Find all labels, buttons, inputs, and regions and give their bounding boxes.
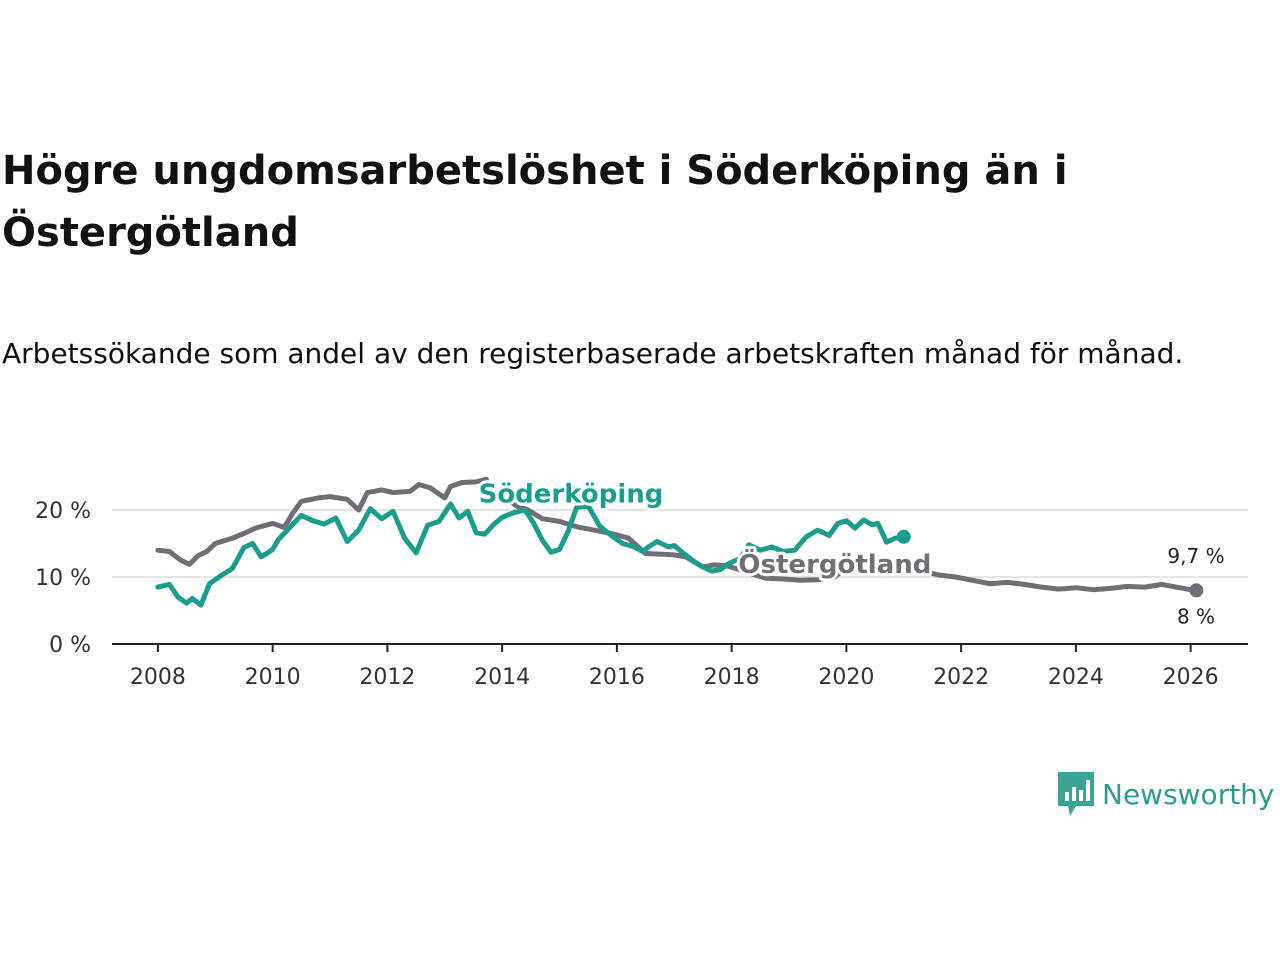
series-line--sterg-tland [155,476,1199,593]
series-end-label: 8 % [1177,604,1215,628]
x-tick-label: 2018 [704,665,760,690]
series-lines [155,476,1204,608]
x-tick-label: 2012 [359,665,415,690]
x-tick-label: 2024 [1048,665,1104,690]
series-end-label: 9,7 % [1167,544,1224,568]
brand-name: Newsworthy [1102,777,1275,811]
x-tick-label: 2022 [933,665,989,690]
x-tick-label: 2026 [1163,665,1219,690]
y-tick-label: 0 % [49,633,91,658]
x-tick-label: 2010 [245,665,301,690]
series-end-dot [896,529,911,544]
newsworthy-brand[interactable]: Newsworthy [1058,772,1275,816]
series-line-s-derk-ping [155,501,907,608]
newsworthy-logo-icon [1058,772,1094,816]
series-labels: Östergötland Söderköping 8 % 9,7 % [476,477,1227,631]
series-end-dot [1189,583,1204,598]
y-tick-label: 10 % [35,566,91,591]
chart-title: Högre ungdomsarbetslöshet i Söderköping … [2,148,1068,256]
x-axis: 2008 2010 2012 2014 2016 2018 2020 2022 2024 2026 [112,643,1248,690]
x-tick-label: 2008 [130,665,186,690]
x-tick-label: 2014 [474,665,530,690]
grid-lines: 0 % 10 % 20 % [35,499,1248,658]
line-chart: 0 % 10 % 20 % 2008 2010 2012 2014 2016 2018 2020… [35,476,1248,690]
series-name-label: Östergötland [738,547,931,580]
x-tick-label: 2020 [818,665,874,690]
y-tick-label: 20 % [35,499,91,524]
x-tick-label: 2016 [589,665,645,690]
chart-subtitle: Arbetssökande som andel av den registerb… [2,337,1184,370]
series-name-label: Söderköping [479,480,664,510]
